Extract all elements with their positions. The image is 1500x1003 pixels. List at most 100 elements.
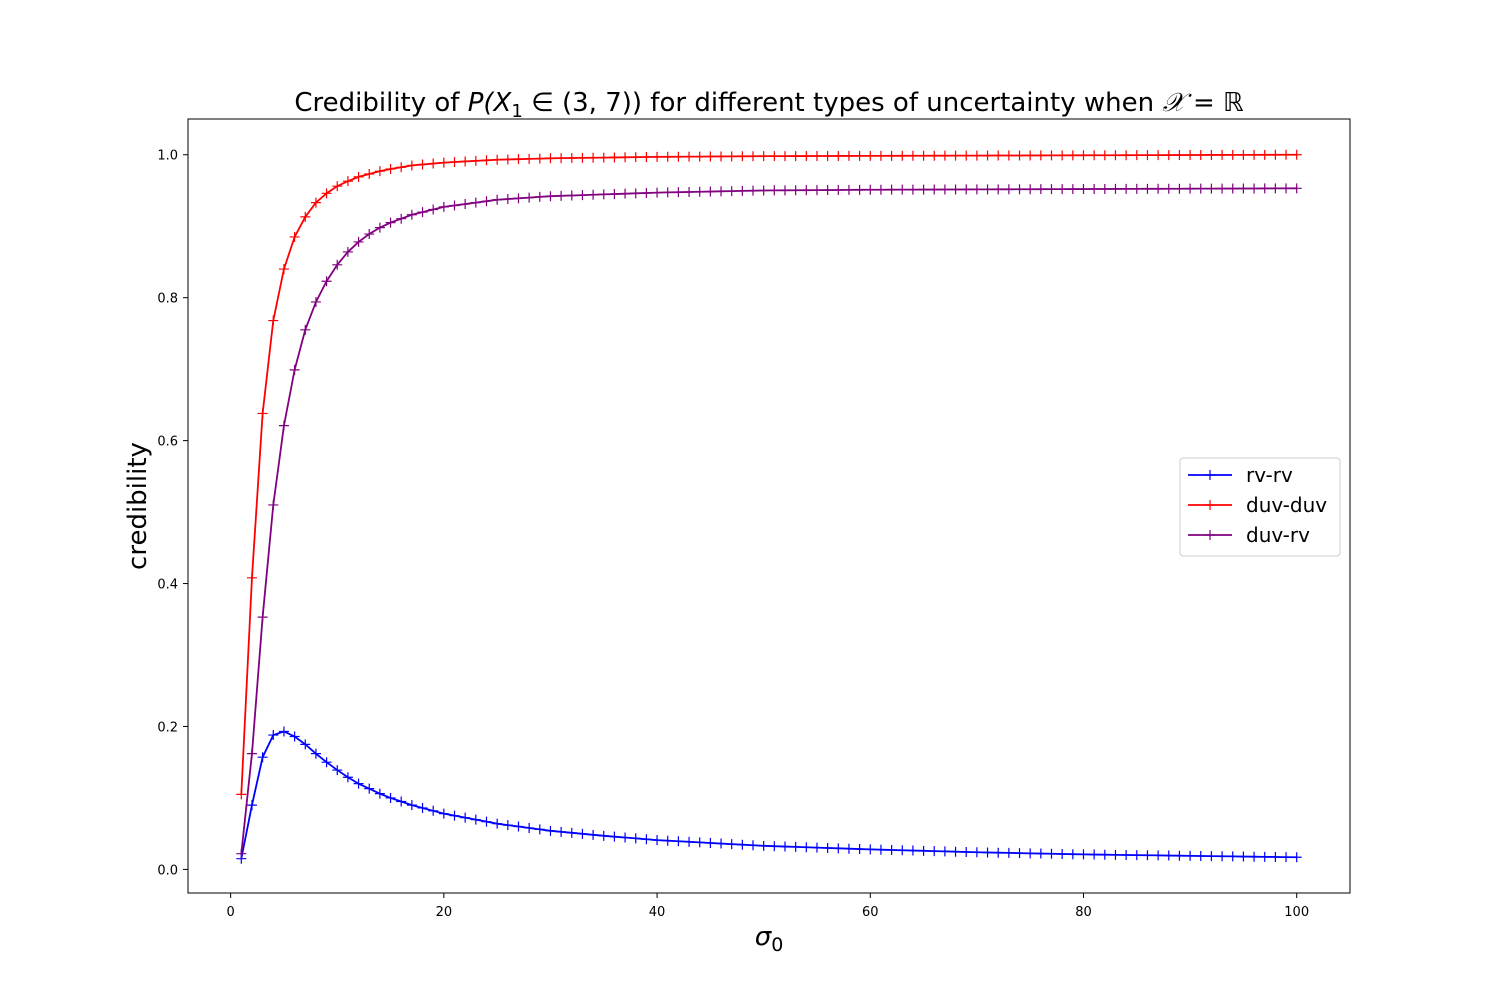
- marker-point: [342, 176, 353, 187]
- marker-point: [758, 840, 769, 851]
- marker-point: [950, 846, 961, 857]
- marker-point: [1281, 852, 1292, 863]
- marker-point: [1291, 149, 1302, 160]
- x-tick-label: 80: [1075, 905, 1092, 920]
- marker-point: [374, 788, 385, 799]
- marker-point: [779, 841, 790, 852]
- legend-label: duv-duv: [1246, 493, 1327, 517]
- marker-point: [982, 847, 993, 858]
- marker-point: [652, 835, 663, 846]
- marker-point: [556, 826, 567, 837]
- marker-point: [353, 236, 364, 247]
- marker-point: [502, 820, 513, 831]
- marker-point: [833, 843, 844, 854]
- title-math2: ∈ (3, 7)): [523, 88, 642, 118]
- marker-point: [886, 844, 897, 855]
- marker-point: [865, 844, 876, 855]
- marker-point: [417, 207, 428, 218]
- marker-point: [822, 185, 833, 196]
- marker-point: [684, 186, 695, 197]
- marker-point: [737, 839, 748, 850]
- marker-point: [737, 151, 748, 162]
- marker-point: [556, 190, 567, 201]
- marker-point: [438, 157, 449, 168]
- marker-point: [449, 810, 460, 821]
- marker-point: [364, 783, 375, 794]
- marker-point: [1291, 852, 1302, 863]
- marker-point: [662, 187, 673, 198]
- marker-point: [577, 190, 588, 201]
- marker-point: [278, 264, 289, 275]
- marker-point: [609, 152, 620, 163]
- marker-point: [641, 152, 652, 163]
- marker-point: [1142, 850, 1153, 861]
- y-tick-label: 0.8: [157, 292, 178, 307]
- marker-point: [886, 184, 897, 195]
- marker-point: [1163, 850, 1174, 861]
- marker-point: [406, 160, 417, 171]
- marker-point: [726, 186, 737, 197]
- marker-point: [1099, 849, 1110, 860]
- marker-point: [460, 199, 471, 210]
- marker-point: [1025, 150, 1036, 161]
- title-math: P(X: [468, 88, 513, 118]
- marker-point: [1281, 183, 1292, 194]
- marker-point: [438, 201, 449, 212]
- marker-point: [907, 184, 918, 195]
- marker-point: [1025, 848, 1036, 859]
- marker-point: [300, 211, 311, 222]
- marker-point: [300, 324, 311, 335]
- marker-point: [1099, 150, 1110, 161]
- marker-point: [524, 153, 535, 164]
- marker-point: [1131, 183, 1142, 194]
- marker-point: [929, 150, 940, 161]
- marker-point: [652, 187, 663, 198]
- marker-point: [1131, 850, 1142, 861]
- marker-point: [1153, 150, 1164, 161]
- marker-point: [1035, 184, 1046, 195]
- marker-point: [396, 213, 407, 224]
- marker-point: [438, 808, 449, 819]
- marker-point: [1046, 848, 1057, 859]
- marker-point: [374, 222, 385, 233]
- marker-point: [332, 259, 343, 270]
- marker-point: [662, 151, 673, 162]
- marker-point: [460, 812, 471, 823]
- marker-point: [769, 841, 780, 852]
- marker-point: [769, 151, 780, 162]
- marker-point: [1249, 183, 1260, 194]
- marker-point: [385, 792, 396, 803]
- marker-point: [385, 217, 396, 228]
- marker-point: [971, 150, 982, 161]
- marker-point: [566, 827, 577, 838]
- y-tick-label: 0.0: [157, 863, 178, 878]
- marker-point: [310, 197, 321, 208]
- marker-point: [1195, 183, 1206, 194]
- marker-point: [1195, 149, 1206, 160]
- marker-point: [460, 156, 471, 167]
- marker-point: [662, 835, 673, 846]
- marker-point: [993, 184, 1004, 195]
- marker-point: [502, 154, 513, 165]
- marker-point: [1121, 150, 1132, 161]
- title-prefix: Credibility of: [294, 88, 467, 118]
- marker-point: [1227, 183, 1238, 194]
- marker-point: [801, 842, 812, 853]
- marker-point: [1035, 848, 1046, 859]
- marker-point: [918, 150, 929, 161]
- marker-point: [961, 150, 972, 161]
- marker-point: [1206, 183, 1217, 194]
- marker-point: [875, 184, 886, 195]
- marker-point: [1206, 851, 1217, 862]
- marker-point: [982, 150, 993, 161]
- marker-point: [1270, 851, 1281, 862]
- marker-point: [289, 364, 300, 375]
- marker-point: [588, 829, 599, 840]
- marker-point: [470, 197, 481, 208]
- marker-point: [545, 153, 556, 164]
- legend: rv-rv duv-duv duv-rv: [1179, 457, 1341, 557]
- x-tick-label: 60: [862, 905, 879, 920]
- marker-point: [257, 408, 268, 419]
- marker-point: [865, 184, 876, 195]
